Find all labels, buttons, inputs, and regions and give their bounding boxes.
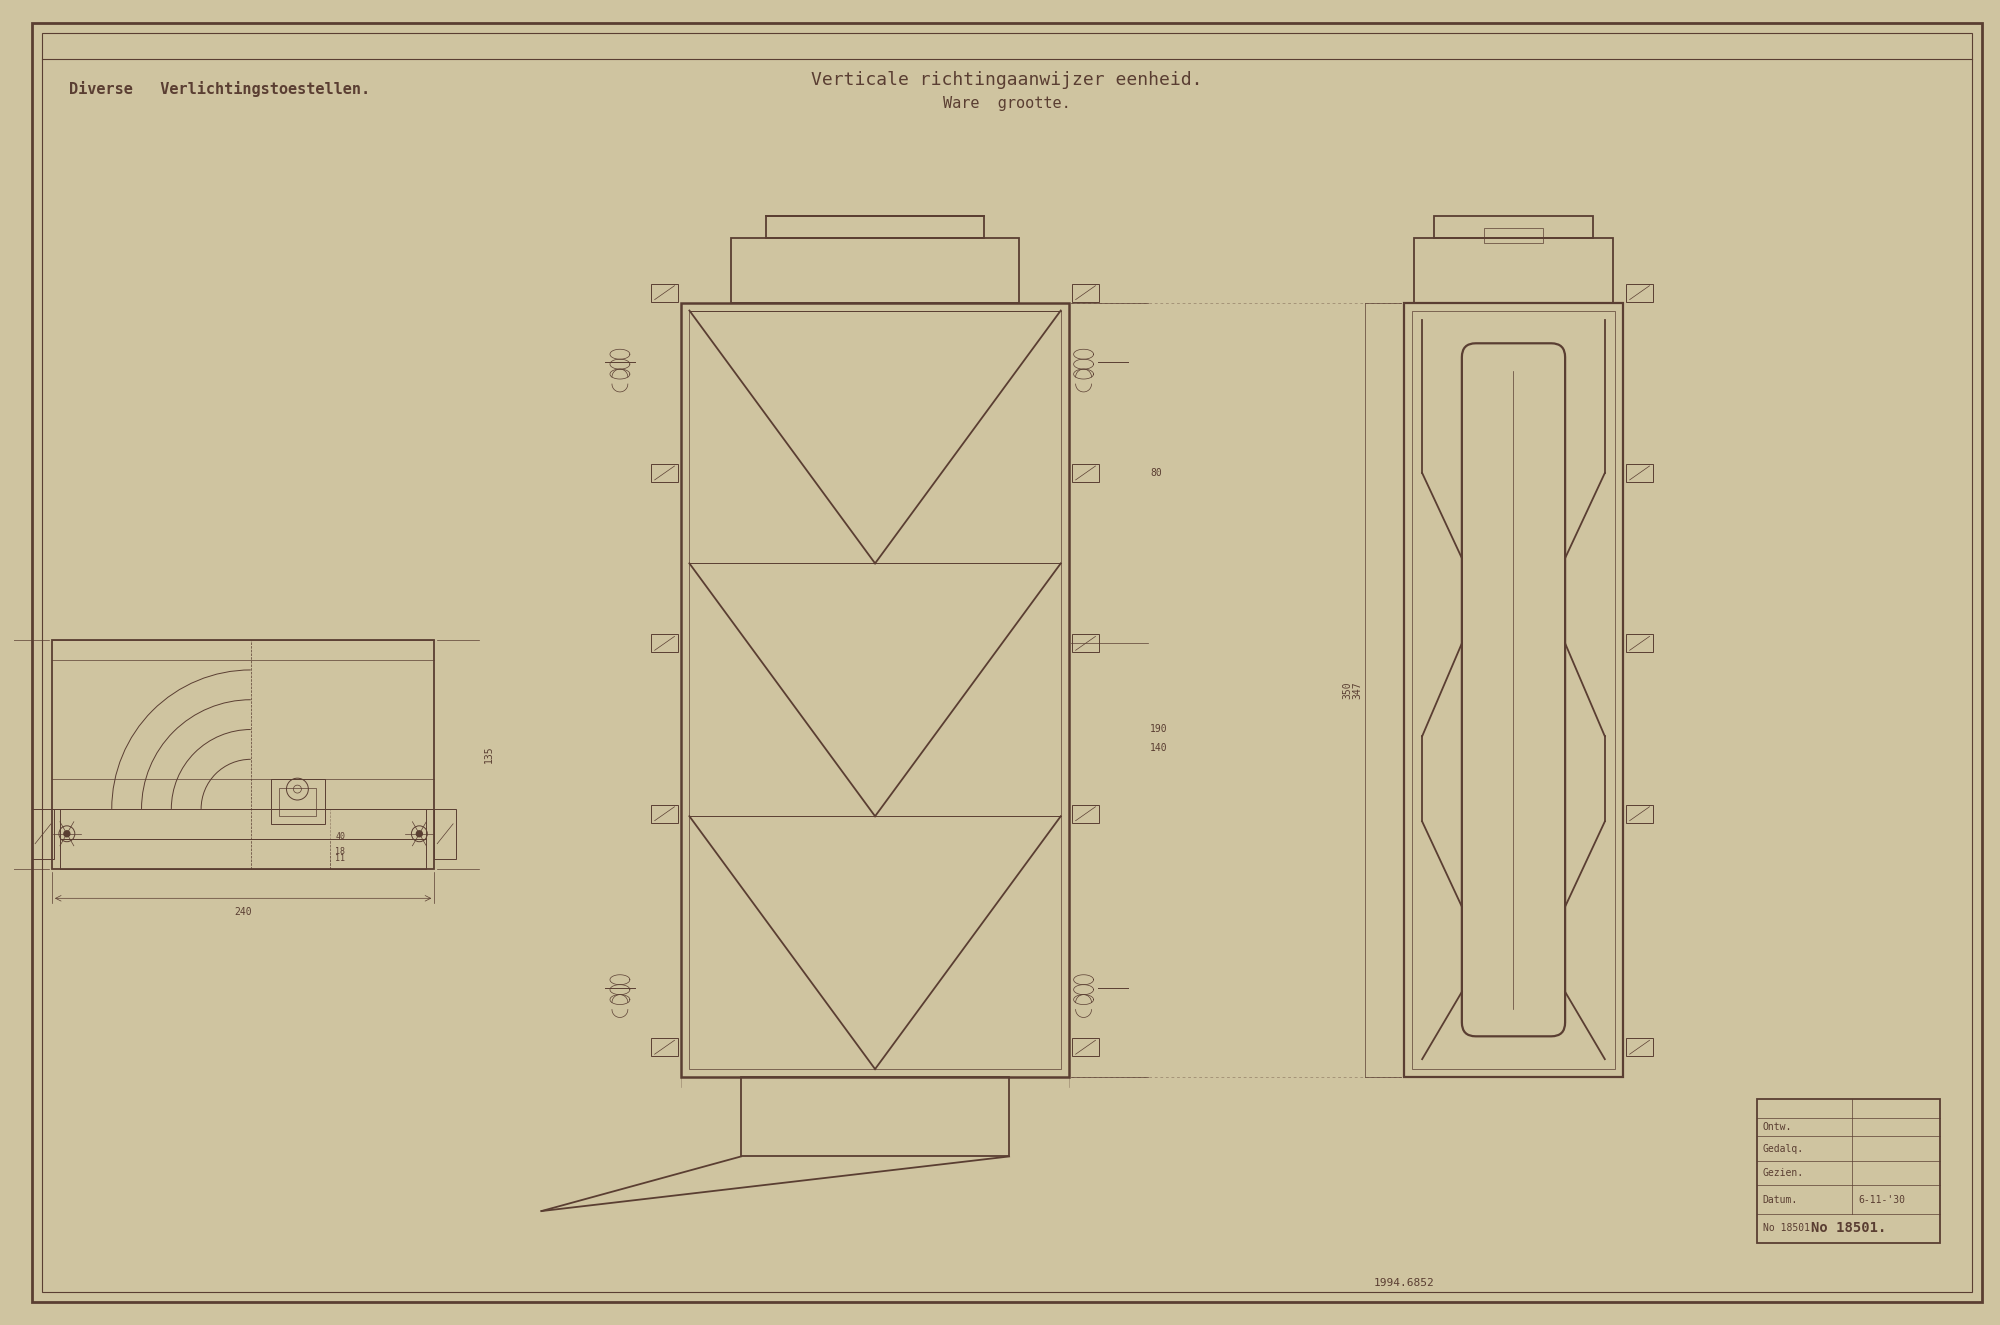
Circle shape	[416, 831, 422, 837]
Bar	[1072, 635, 1100, 652]
Bar	[52, 640, 434, 868]
Bar	[1626, 284, 1654, 302]
Circle shape	[64, 831, 70, 837]
Bar	[1434, 216, 1592, 238]
Text: 190: 190	[1150, 723, 1168, 734]
Text: Ware  grootte.: Ware grootte.	[944, 97, 1072, 111]
Text: 240: 240	[234, 908, 252, 917]
Bar	[278, 788, 316, 816]
Text: 140: 140	[1150, 743, 1168, 754]
Bar	[690, 310, 1060, 1069]
Text: 80: 80	[1150, 468, 1162, 478]
Bar	[270, 779, 326, 824]
Bar	[732, 238, 1020, 302]
Bar	[650, 464, 678, 482]
Bar	[650, 635, 678, 652]
Text: Datum.: Datum.	[1762, 1195, 1798, 1206]
Bar	[682, 302, 1068, 1077]
Bar	[1756, 1098, 1940, 1243]
Text: 1994.6852: 1994.6852	[1374, 1277, 1434, 1288]
Text: Verticale richtingaanwijzer eenheid.: Verticale richtingaanwijzer eenheid.	[812, 72, 1202, 89]
Text: 18: 18	[336, 847, 346, 856]
Bar	[1412, 310, 1614, 1069]
Bar	[32, 810, 54, 859]
Text: Gezien.: Gezien.	[1762, 1169, 1804, 1178]
Bar	[60, 810, 426, 839]
Bar	[434, 810, 456, 859]
Text: 11: 11	[336, 855, 346, 863]
Text: 347: 347	[1352, 681, 1362, 698]
Text: 6-11-'30: 6-11-'30	[1858, 1195, 1906, 1206]
Bar	[766, 216, 984, 238]
Bar	[1626, 804, 1654, 823]
Bar	[60, 839, 426, 868]
Bar	[1484, 228, 1544, 242]
Bar	[1414, 238, 1612, 302]
Bar	[1626, 464, 1654, 482]
Text: 135: 135	[484, 746, 494, 763]
Bar	[1072, 284, 1100, 302]
Text: 40: 40	[336, 832, 346, 841]
Bar	[1626, 1039, 1654, 1056]
Bar	[1072, 1039, 1100, 1056]
Bar	[1404, 302, 1622, 1077]
Bar	[1626, 635, 1654, 652]
Bar	[650, 804, 678, 823]
Text: Ontw.: Ontw.	[1762, 1122, 1792, 1132]
Text: No 18501.: No 18501.	[1762, 1223, 1816, 1234]
Bar	[742, 1077, 1010, 1157]
Text: No 18501.: No 18501.	[1810, 1222, 1886, 1235]
Bar	[1072, 804, 1100, 823]
Text: Diverse   Verlichtingstoestellen.: Diverse Verlichtingstoestellen.	[68, 81, 370, 97]
Bar	[1072, 464, 1100, 482]
Text: 350: 350	[1342, 681, 1352, 698]
Bar	[650, 284, 678, 302]
Text: Gedalq.: Gedalq.	[1762, 1143, 1804, 1154]
Bar	[650, 1039, 678, 1056]
